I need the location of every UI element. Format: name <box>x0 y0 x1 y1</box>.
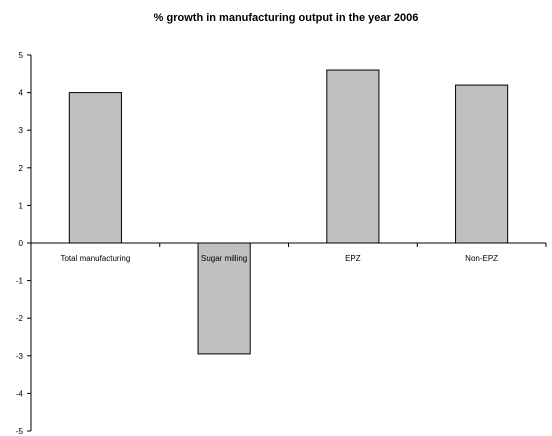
y-tick-label: 0 <box>19 239 24 248</box>
bar <box>197 242 251 355</box>
y-tick-label: 3 <box>19 126 24 135</box>
x-category-label: EPZ <box>345 254 361 263</box>
x-category-label: Sugar milling <box>201 254 247 263</box>
bar <box>455 84 509 244</box>
y-tick-label: 5 <box>19 51 24 60</box>
y-tick-label: -5 <box>16 427 24 436</box>
bar <box>68 92 122 244</box>
x-category-label: Non-EPZ <box>465 254 498 263</box>
x-category-label: Total manufacturing <box>60 254 130 263</box>
y-tick-label: 2 <box>19 164 24 173</box>
y-tick-label: 4 <box>19 89 24 98</box>
chart-title: % growth in manufacturing output in the … <box>154 12 419 24</box>
y-tick-label: -1 <box>16 277 24 286</box>
y-tick-label: 1 <box>19 201 24 210</box>
y-tick-label: -3 <box>16 352 24 361</box>
y-tick-label: -4 <box>16 389 24 398</box>
labels: 5 4 3 2 1 0 -1 -2 -3 -4 -5 Total manufacturing Sugar… <box>16 51 498 436</box>
bar <box>326 69 380 244</box>
bars <box>68 69 509 355</box>
y-tick-label: -2 <box>16 314 24 323</box>
